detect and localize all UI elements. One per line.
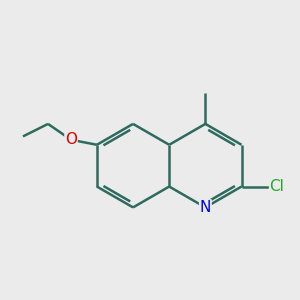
- Text: N: N: [200, 200, 211, 215]
- Text: O: O: [65, 132, 77, 147]
- Text: Cl: Cl: [270, 179, 284, 194]
